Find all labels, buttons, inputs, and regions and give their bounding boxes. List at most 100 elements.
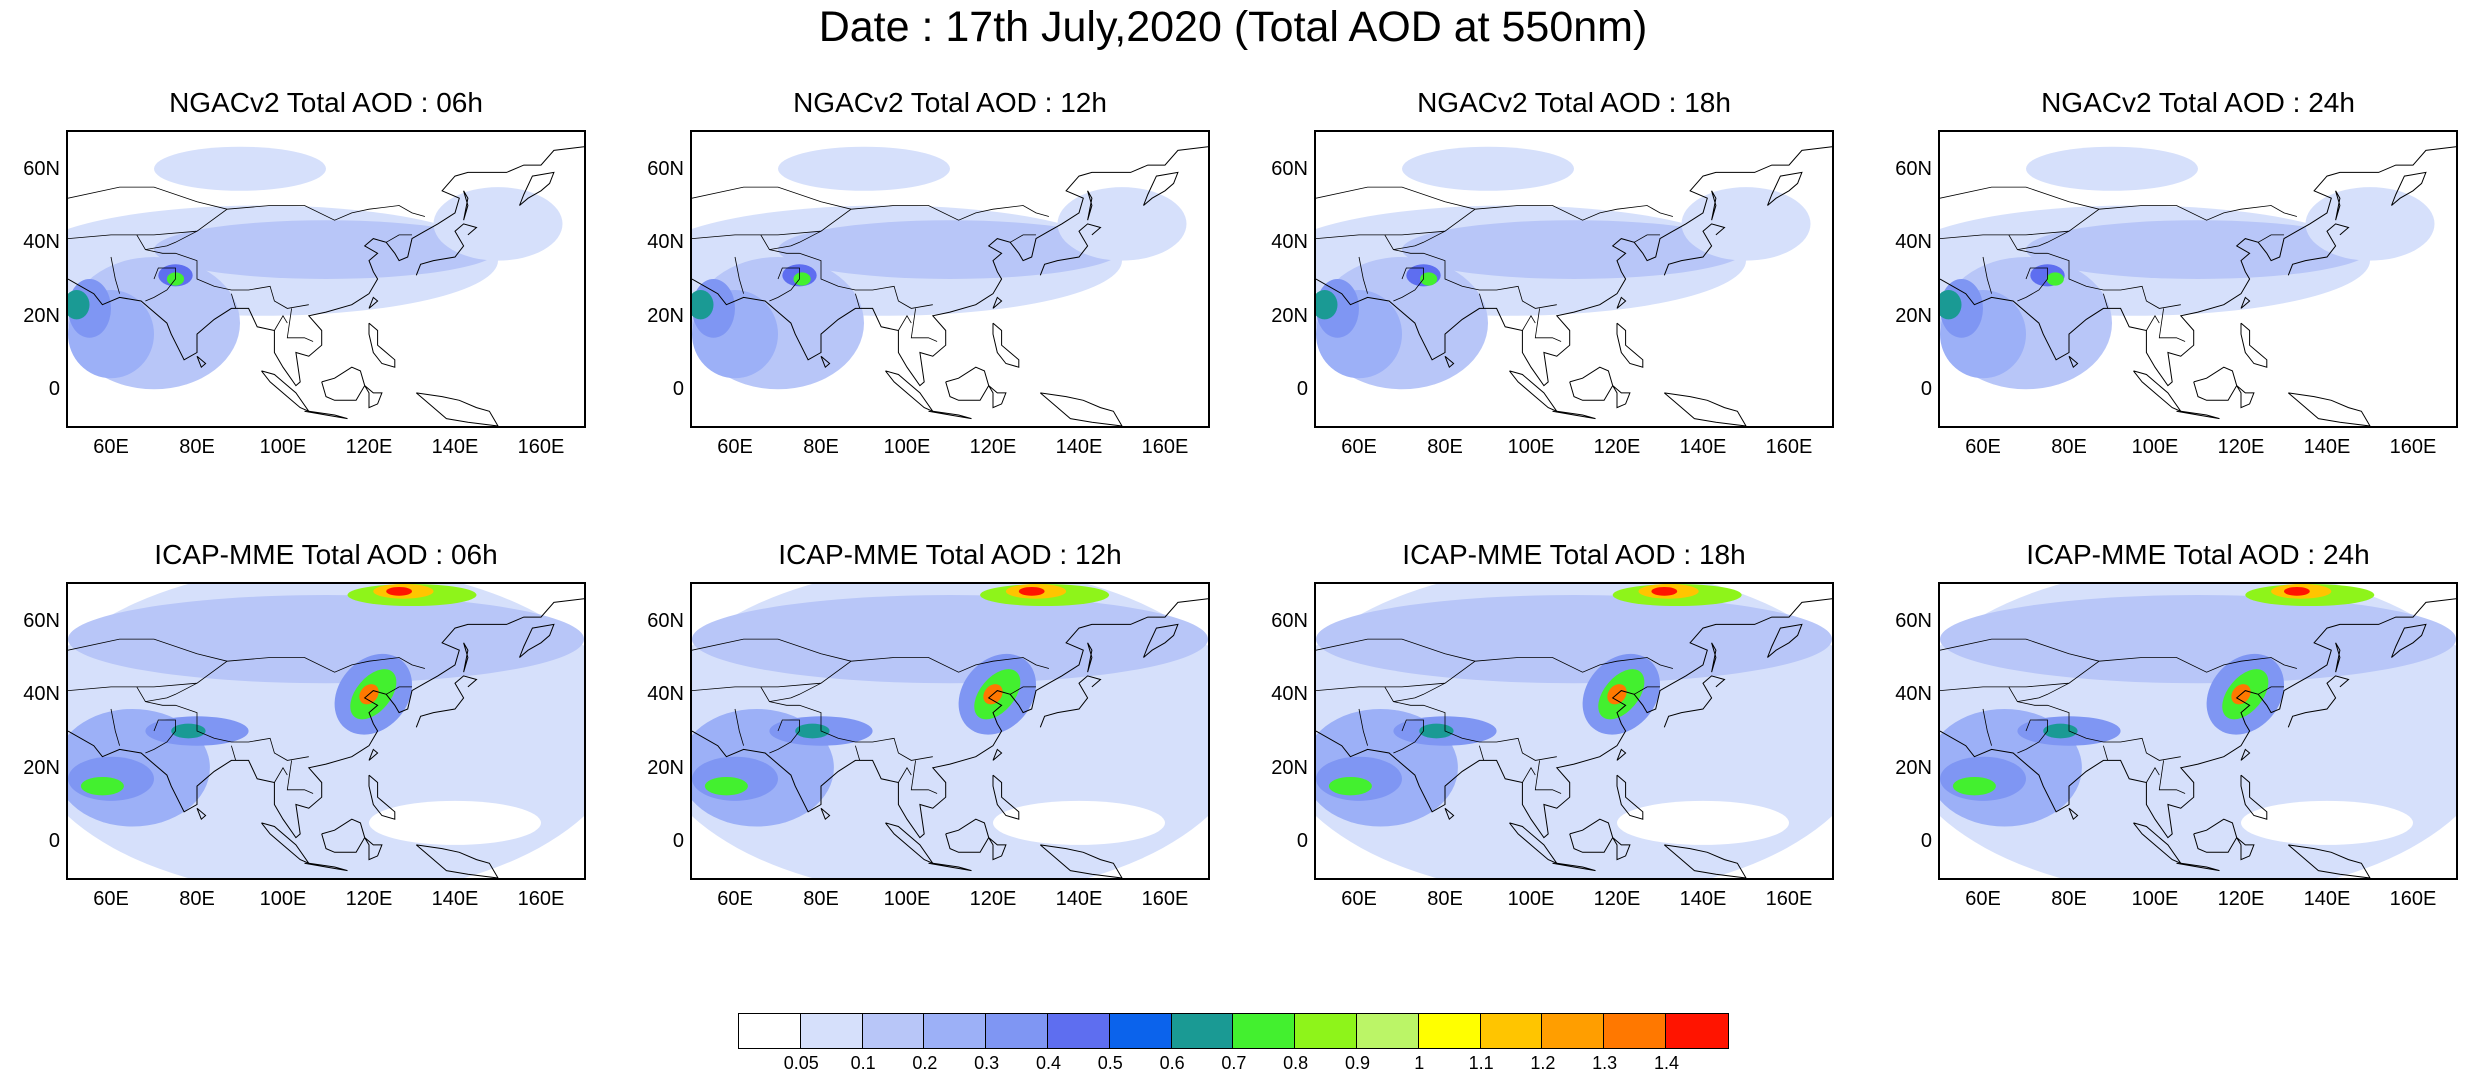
coastline [519, 171, 555, 206]
coastline [1711, 190, 1717, 221]
coastline [304, 410, 348, 420]
map-panel: NGACv2 Total AOD : 06h [66, 86, 586, 431]
map-plot-area [1314, 130, 1834, 428]
country-border [2158, 760, 2186, 794]
aod-siberia-blob [1402, 146, 1574, 191]
aod-arabia-core-blob [1316, 290, 1338, 320]
latitude-tick-label: 0 [1920, 378, 1932, 401]
country-border [855, 293, 861, 309]
coastline [1663, 392, 1747, 426]
coastline [2287, 223, 2350, 276]
country-border [2008, 682, 2070, 703]
latitude-tick-label: 60N [1271, 609, 1308, 632]
coastline [2391, 623, 2427, 658]
coastline [1663, 675, 1726, 728]
country-border [1393, 267, 1424, 302]
country-border [898, 767, 912, 783]
longitude-tick-label: 120E [1593, 888, 1641, 910]
coastline [1087, 642, 1093, 673]
longitude-tick-label: 160E [1765, 436, 1813, 458]
country-border [1522, 767, 1536, 783]
country-border [2103, 745, 2109, 761]
country-border [910, 308, 938, 342]
aod-indus-core-blob [171, 723, 206, 739]
coastline [2193, 366, 2238, 401]
longitude-tick-label: 80E [803, 436, 839, 458]
colorbar-swatch [1665, 1014, 1728, 1048]
aod-map [692, 146, 1208, 426]
longitude-tick-label: 120E [345, 436, 393, 458]
panel-title: NGACv2 Total AOD : 12h [793, 87, 1107, 118]
country-border [1982, 256, 1992, 294]
longitude-tick-label: 60E [717, 436, 753, 458]
longitude-tick-label: 140E [431, 888, 479, 910]
longitude-tick-label: 160E [517, 436, 565, 458]
country-border [692, 205, 1050, 239]
coastline [2176, 410, 2220, 420]
coastline [928, 410, 972, 420]
coastline [1087, 190, 1093, 221]
country-border [1479, 293, 1485, 309]
aod-clean-pacific-blob [1617, 800, 1789, 845]
colorbar-tick-label: 1.2 [1530, 1053, 1556, 1073]
aod-map [1316, 146, 1832, 426]
map-plot-area [66, 130, 586, 428]
coastline [415, 675, 478, 728]
coastline [415, 392, 499, 426]
aod-arabian-core-blob [704, 776, 748, 796]
longitude-tick-label: 160E [2389, 888, 2437, 910]
latitude-tick-label: 0 [1296, 378, 1308, 401]
coastline [368, 774, 396, 820]
country-border [769, 249, 933, 309]
country-border [68, 638, 228, 662]
latitude-tick-label: 20N [23, 756, 60, 779]
coastline [2287, 392, 2371, 426]
panel-title: ICAP-MME Total AOD : 06h [154, 539, 498, 570]
longitude-tick-label: 160E [517, 888, 565, 910]
latitude-tick-label: 60N [1895, 157, 1932, 180]
aod-band-blob [1940, 595, 2456, 684]
country-border [136, 682, 198, 703]
coastline [1143, 623, 1179, 658]
latitude-tick-label: 0 [1920, 830, 1932, 853]
aod-band-blob [1316, 595, 1832, 684]
longitude-tick-label: 140E [1679, 888, 1727, 910]
latitude-tick-label: 60N [647, 609, 684, 632]
longitude-tick-label: 160E [1141, 436, 1189, 458]
coastline [1569, 366, 1614, 401]
colorbar-tick-label: 0.05 [783, 1053, 819, 1073]
country-border [286, 308, 314, 342]
colorbar-tick-label: 1.3 [1592, 1053, 1618, 1073]
map-plot-area [690, 130, 1210, 428]
coastline [820, 355, 831, 369]
aod-pacific-blob [2305, 187, 2435, 261]
latitude-tick-label: 20N [1895, 304, 1932, 327]
latitude-tick-label: 0 [672, 830, 684, 853]
coastline [321, 818, 366, 853]
coastline [1509, 822, 1559, 865]
aod-map [68, 584, 584, 878]
colorbar-tick-label: 0.9 [1344, 1053, 1371, 1073]
coastline [261, 370, 311, 413]
aod-indus-core-blob [2043, 723, 2078, 739]
coastline [415, 223, 478, 276]
longitude-tick-label: 100E [1507, 888, 1555, 910]
aod-siberia-blob [154, 146, 326, 191]
latitude-tick-label: 60N [647, 157, 684, 180]
coastline [1316, 598, 1832, 839]
coastline [261, 822, 311, 865]
longitude-tick-label: 60E [1341, 888, 1377, 910]
coastline [992, 322, 1020, 368]
longitude-tick-label: 160E [1765, 888, 1813, 910]
latitude-tick-label: 60N [1895, 609, 1932, 632]
aod-punjab-core-blob [793, 272, 811, 286]
country-border [734, 708, 744, 746]
coastline [415, 844, 499, 878]
coastline [820, 807, 831, 821]
coastline [463, 190, 469, 221]
coastline [1616, 296, 1627, 309]
map-panel: ICAP-MME Total AOD : 18h [1314, 538, 1834, 883]
country-border [386, 686, 412, 695]
coastline [2236, 385, 2255, 409]
coastline [1616, 774, 1644, 820]
